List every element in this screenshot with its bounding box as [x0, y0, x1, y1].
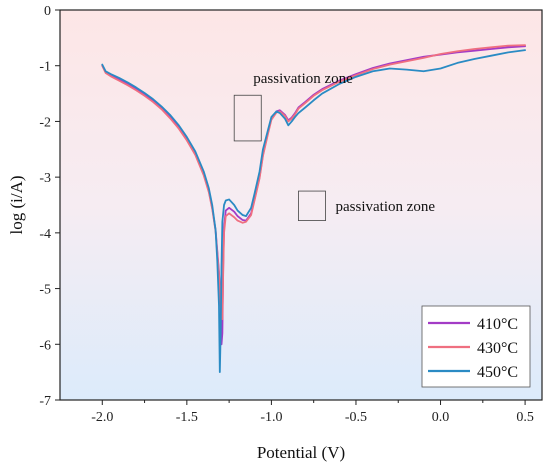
- annotation-box: [233, 94, 262, 142]
- y-tick-label: -5: [39, 283, 51, 298]
- y-tick-label: 0: [44, 4, 51, 19]
- legend-label: 430°C: [477, 340, 518, 357]
- x-axis-title: Potential (V): [257, 443, 345, 462]
- y-tick-label: -6: [39, 338, 51, 353]
- x-tick-label: -2.0: [91, 410, 113, 425]
- x-tick-label: -0.5: [345, 410, 367, 425]
- x-tick-label: -1.5: [176, 410, 198, 425]
- x-tick-label: 0.5: [516, 410, 534, 425]
- y-tick-label: -4: [39, 227, 51, 242]
- series-line-3: [101, 49, 526, 374]
- y-axis-title: log (i/A): [7, 175, 26, 234]
- y-tick-label: -7: [39, 394, 51, 409]
- x-tick-label: 0.0: [432, 410, 450, 425]
- series-layer: [101, 44, 526, 374]
- legend-label: 450°C: [477, 364, 518, 381]
- annotation-label: passivation zone: [253, 71, 353, 87]
- annotation-box: [298, 190, 326, 221]
- ticks-layer: -2.0 -1.5 -1.0 -0.5 0.0 0.5 0 -1 -2 -3 -4 -5 -6 -7: [39, 4, 534, 425]
- series-line-2: [101, 44, 526, 321]
- annotation-layer: passivation zone passivation zone: [233, 71, 436, 221]
- x-tick-label: -1.0: [260, 410, 282, 425]
- plot-frame: [59, 9, 543, 401]
- legend-label: 410°C: [477, 316, 518, 333]
- y-tick-label: -1: [39, 60, 51, 75]
- y-tick-label: -2: [39, 115, 51, 130]
- y-tick-label: -3: [39, 171, 51, 186]
- annotation-label: passivation zone: [336, 199, 436, 215]
- legend: 410°C 430°C 450°C: [421, 305, 531, 388]
